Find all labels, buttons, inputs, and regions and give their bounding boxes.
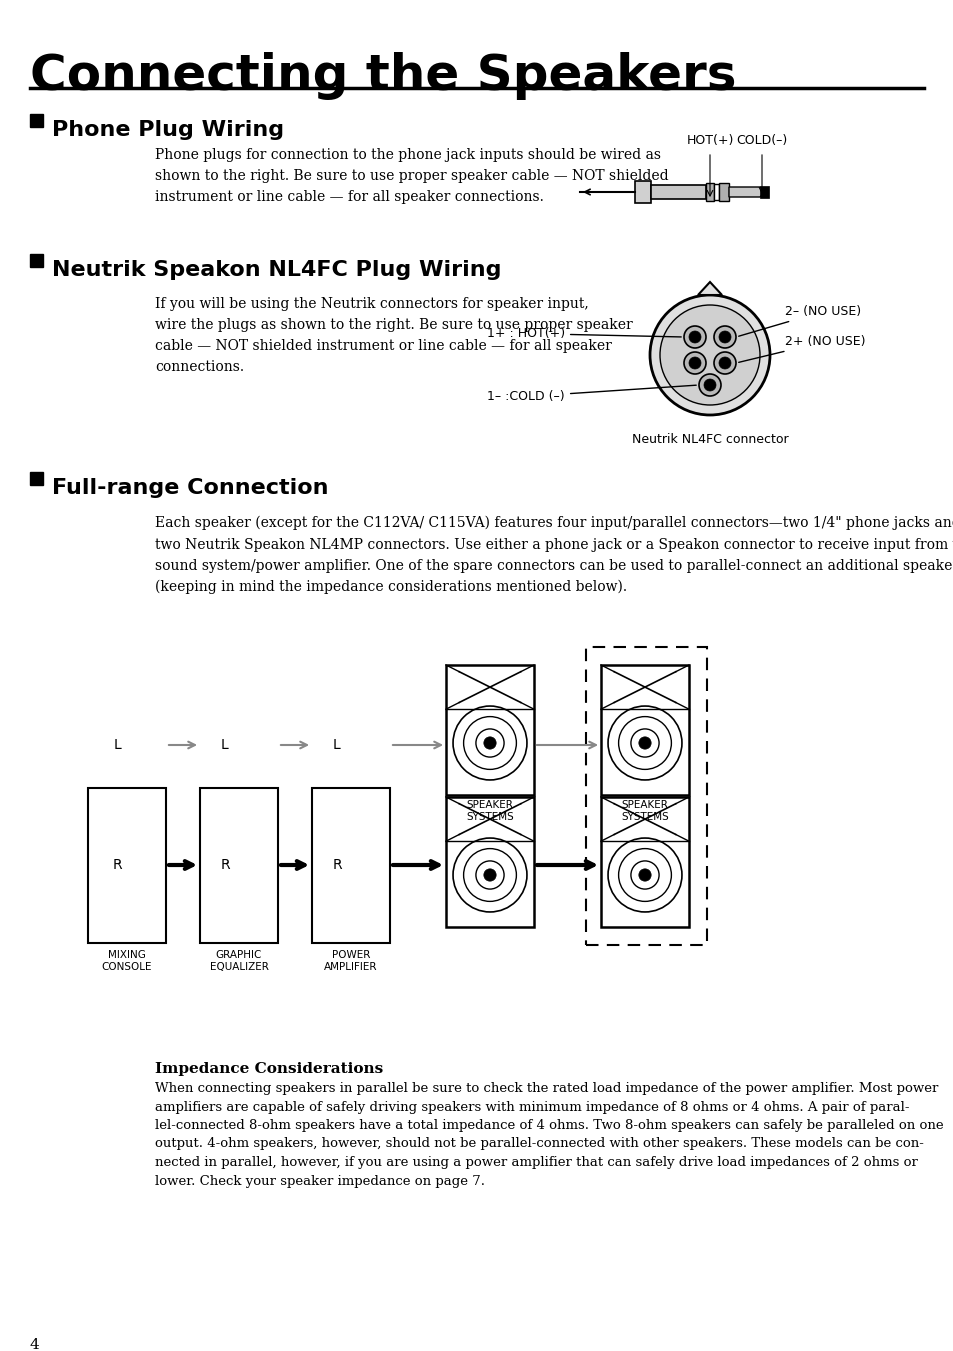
Text: If you will be using the Neutrik connectors for speaker input,
wire the plugs as: If you will be using the Neutrik connect… [154, 297, 632, 374]
Text: L: L [333, 738, 340, 753]
Text: Full-range Connection: Full-range Connection [52, 478, 328, 499]
Text: When connecting speakers in parallel be sure to check the rated load impedance o: When connecting speakers in parallel be … [154, 1082, 943, 1188]
Bar [30, 254, 43, 267]
Circle shape [483, 869, 496, 881]
Bar [30, 113, 43, 127]
Circle shape [719, 357, 730, 369]
Text: Impedance Considerations: Impedance Considerations [154, 1062, 383, 1075]
Bar [635, 181, 650, 203]
Text: 2– (NO USE): 2– (NO USE) [738, 305, 861, 336]
Polygon shape [728, 186, 764, 197]
Bar [30, 471, 43, 485]
Bar [600, 665, 688, 794]
Bar [719, 182, 728, 201]
Circle shape [713, 353, 735, 374]
Circle shape [703, 380, 716, 390]
Circle shape [688, 357, 700, 369]
Text: SPEAKER
SYSTEMS: SPEAKER SYSTEMS [620, 800, 668, 821]
Text: Neutrik Speakon NL4FC Plug Wiring: Neutrik Speakon NL4FC Plug Wiring [52, 259, 501, 280]
Text: SPEAKER
SYSTEMS: SPEAKER SYSTEMS [466, 800, 514, 821]
Text: GRAPHIC
EQUALIZER: GRAPHIC EQUALIZER [210, 951, 268, 973]
Circle shape [719, 331, 730, 343]
Circle shape [639, 736, 651, 750]
Circle shape [683, 326, 705, 349]
Text: 2+ (NO USE): 2+ (NO USE) [738, 335, 864, 362]
Text: COLD(–): COLD(–) [736, 134, 787, 147]
Text: Phone plugs for connection to the phone jack inputs should be wired as
shown to : Phone plugs for connection to the phone … [154, 149, 668, 204]
Text: 4: 4 [30, 1337, 40, 1351]
Text: Neutrik NL4FC connector: Neutrik NL4FC connector [631, 434, 787, 446]
Text: MIXING
CONSOLE: MIXING CONSOLE [102, 951, 152, 973]
Circle shape [649, 295, 769, 415]
Bar [312, 788, 390, 943]
Bar [446, 665, 534, 794]
Circle shape [699, 374, 720, 396]
Text: R: R [332, 858, 341, 871]
Polygon shape [698, 282, 721, 295]
Text: 1+ : HOT(+): 1+ : HOT(+) [486, 327, 680, 340]
Text: L: L [221, 738, 229, 753]
Circle shape [639, 869, 651, 881]
Bar [713, 184, 719, 200]
Text: L: L [113, 738, 121, 753]
Circle shape [683, 353, 705, 374]
Bar [585, 647, 706, 944]
Bar [705, 182, 713, 201]
Text: 1– :COLD (–): 1– :COLD (–) [487, 385, 696, 403]
Circle shape [483, 736, 496, 750]
Bar [88, 788, 166, 943]
Bar [600, 797, 688, 927]
Text: POWER
AMPLIFIER: POWER AMPLIFIER [324, 951, 377, 973]
Circle shape [713, 326, 735, 349]
Bar [760, 186, 768, 199]
Bar [200, 788, 277, 943]
Text: Phone Plug Wiring: Phone Plug Wiring [52, 120, 284, 141]
Text: Each speaker (except for the C112VA/ C115VA) features four input/parallel connec: Each speaker (except for the C112VA/ C11… [154, 516, 953, 594]
Text: HOT(+): HOT(+) [685, 134, 733, 147]
Text: Connecting the Speakers: Connecting the Speakers [30, 51, 736, 100]
Bar [446, 797, 534, 927]
Text: R: R [220, 858, 230, 871]
Bar [650, 185, 705, 199]
Circle shape [688, 331, 700, 343]
Circle shape [659, 305, 760, 405]
Text: R: R [112, 858, 122, 871]
